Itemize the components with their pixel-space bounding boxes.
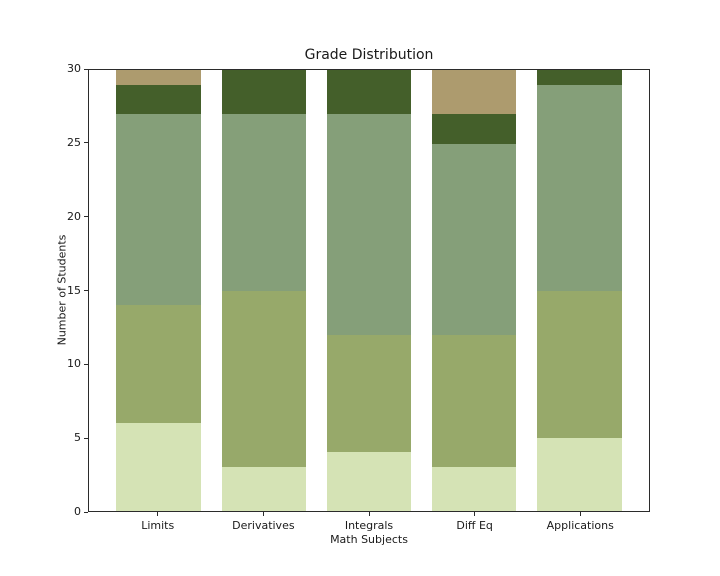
bar-segment-segment-1-pale-green: [537, 437, 622, 511]
bar-segment-segment-3-sage-green: [116, 114, 201, 306]
y-tick-mark: [84, 290, 88, 291]
plot-area: [88, 69, 650, 512]
bar-segment-segment-2-olive-green: [537, 290, 622, 438]
bar-segment-segment-3-sage-green: [537, 84, 622, 291]
x-tick-mark: [579, 512, 581, 516]
x-tick-label-integrals: Integrals: [344, 519, 394, 532]
bar-segment-segment-3-sage-green: [432, 143, 517, 335]
bar-segment-segment-1-pale-green: [221, 466, 306, 511]
y-tick-label: 15: [67, 283, 81, 297]
bar-segment-segment-5-tan: [116, 70, 201, 85]
bar-segment-segment-4-dark-green: [326, 70, 412, 115]
y-tick-label: 25: [67, 135, 81, 149]
y-tick-label: 30: [67, 62, 81, 75]
y-tick-mark: [84, 142, 88, 144]
bar-segment-segment-3-sage-green: [221, 114, 306, 291]
x-tick-label-applications: Applications: [546, 519, 614, 532]
y-tick-mark: [84, 437, 88, 439]
bar-derivatives: [221, 70, 306, 511]
bar-segment-segment-5-tan: [432, 70, 517, 115]
bar-segment-segment-4-dark-green: [116, 84, 201, 115]
y-tick-label: 20: [67, 209, 81, 223]
x-tick-label-limits: Limits: [141, 519, 175, 532]
y-tick-mark: [84, 363, 88, 365]
y-tick-mark: [84, 68, 88, 70]
bar-limits: [116, 70, 201, 511]
x-tick-mark: [262, 512, 264, 516]
x-tick-mark: [368, 512, 370, 516]
bar-segment-segment-2-olive-green: [221, 290, 306, 467]
y-tick-mark: [84, 511, 88, 513]
y-tick-mark: [84, 216, 88, 218]
bar-segment-segment-1-pale-green: [326, 452, 412, 511]
bar-segment-segment-2-olive-green: [432, 334, 517, 467]
x-tick-label-diff-eq: Diff Eq: [456, 519, 493, 532]
bar-segment-segment-1-pale-green: [432, 466, 517, 511]
x-tick-label-derivatives: Derivatives: [232, 519, 295, 532]
x-axis-label: Math Subjects: [330, 533, 408, 546]
bar-diff-eq: [432, 70, 517, 511]
y-tick-label: 0: [74, 505, 81, 518]
bar-segment-segment-1-pale-green: [116, 422, 201, 511]
bar-segment-segment-4-dark-green: [221, 70, 306, 115]
y-tick-label: 5: [74, 431, 81, 445]
bar-integrals: [326, 70, 412, 511]
bar-segment-segment-2-olive-green: [326, 334, 412, 453]
bar-applications: [537, 70, 622, 511]
bar-segment-segment-3-sage-green: [326, 114, 412, 335]
bar-segment-segment-2-olive-green: [116, 305, 201, 423]
x-tick-mark: [474, 512, 476, 516]
chart-title: Grade Distribution: [304, 47, 434, 63]
bar-segment-segment-4-dark-green: [537, 70, 622, 85]
x-tick-mark: [157, 512, 159, 516]
bar-segment-segment-4-dark-green: [432, 114, 517, 144]
y-tick-label: 10: [67, 357, 81, 371]
